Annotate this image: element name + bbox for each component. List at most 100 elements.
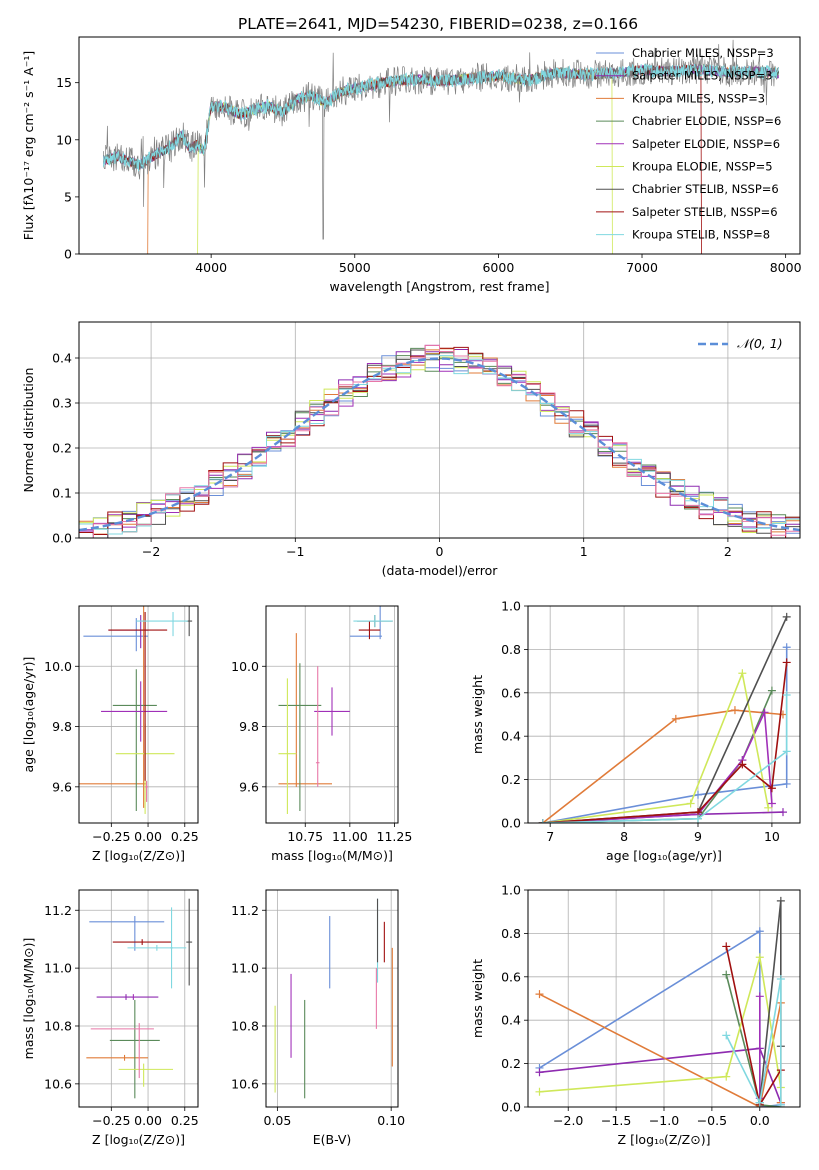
mass-weight-marker-kroupa_elodie <box>686 799 695 808</box>
mass-weight-marker-chabrier_miles <box>755 927 764 936</box>
error-point-chabrier_elodie <box>112 669 157 811</box>
x-tick-label: 0 <box>436 544 444 559</box>
x-tick-label: 0.25 <box>171 829 199 844</box>
y-tick-label: 10.6 <box>231 1076 259 1091</box>
x-tick-label: −2.0 <box>553 1113 583 1128</box>
observed-spectrum <box>103 39 779 240</box>
mass-weight-marker-salpeter_stelib <box>722 942 731 951</box>
mass-weight-marker-salpeter_elodie <box>755 992 764 1001</box>
mass-weight-marker-salpeter_stelib <box>738 760 747 769</box>
mass-weight-marker-chabrier_stelib <box>782 612 791 621</box>
plot-area <box>102 39 779 254</box>
y-tick-label: 0.2 <box>52 441 72 456</box>
x-axis-label: Z [log₁₀(Z/Z⊙)] <box>92 848 185 863</box>
legend: 𝒩(0, 1) <box>698 336 783 351</box>
x-tick-label: 10.75 <box>287 829 323 844</box>
y-tick-label: 9.8 <box>52 719 72 734</box>
x-axis-label: E(B-V) <box>313 1132 352 1147</box>
error-point-salpeter_miles <box>108 615 149 649</box>
y-tick-label: 10.0 <box>231 659 259 674</box>
mass-weight-line-kroupa_elodie <box>542 670 769 823</box>
plot-area <box>79 890 198 1107</box>
chart-panel-7: 0.05 0.10 10.6 10.8 11.0 11.2 E(B-V) <box>231 889 405 1147</box>
x-tick-label: 0.00 <box>134 829 162 844</box>
y-tick-label: 0.0 <box>501 1100 521 1115</box>
y-tick-label: 5 <box>64 189 72 204</box>
error-point-salpeter_elodie <box>131 994 135 1000</box>
plot-area <box>79 322 800 538</box>
mass-weight-line-chabrier_miles <box>539 929 781 1107</box>
mass-weight-marker-kroupa_stelib <box>755 1098 764 1107</box>
mass-weight-marker-kroupa_stelib <box>782 747 791 756</box>
x-tick-label: −0.25 <box>92 1113 130 1128</box>
mass-weight-marker-kroupa_elodie <box>764 803 773 812</box>
x-axis-label: Z [log₁₀(Z/Z⊙)] <box>92 1132 185 1147</box>
error-point-kroupa_miles <box>86 1054 149 1061</box>
y-tick-label: 11.0 <box>44 961 72 976</box>
y-tick-label: 11.2 <box>44 903 72 918</box>
error-point-salpeter_stelib <box>108 612 168 781</box>
error-point-chabrier_miles <box>83 618 149 652</box>
x-tick-label: 0.0 <box>750 1113 770 1128</box>
x-tick-label: 7000 <box>626 260 658 275</box>
chart-panel-5: 7 8 9 10 0.0 0.2 0.4 0.6 0.8 1.0 age [log₁₀(age/yr… <box>470 599 801 863</box>
mass-weight-marker-chabrier_miles <box>782 643 791 652</box>
x-tick-label: −0.25 <box>92 829 130 844</box>
y-tick-label: 0.6 <box>501 685 521 700</box>
error-point-chabrier_stelib <box>186 898 193 986</box>
axes-frame <box>78 36 801 255</box>
mass-weight-marker-chabrier_elodie <box>767 686 776 695</box>
plot-area <box>266 606 398 823</box>
y-tick-label: 0.4 <box>501 1013 521 1028</box>
error-point-chabrier_miles <box>349 606 382 640</box>
mass-weight-marker-chabrier_elodie <box>722 970 731 979</box>
error-point-kroupa_stelib <box>127 944 187 951</box>
x-tick-label: 10 <box>764 829 780 844</box>
mass-weight-marker-kroupa_elodie <box>738 669 747 678</box>
mass-weight-marker-chabrier_miles <box>782 779 791 788</box>
x-tick-label: 0.10 <box>377 1113 405 1128</box>
axes-frame <box>78 889 199 1108</box>
x-tick-label: 8000 <box>770 260 802 275</box>
y-tick-label: 0.0 <box>501 816 521 831</box>
y-tick-label: 0.1 <box>52 486 72 501</box>
legend-entry: Kroupa MILES, NSSP=3 <box>632 91 765 105</box>
mass-weight-marker-kroupa_stelib <box>776 974 785 983</box>
error-point-kroupa_stelib <box>170 907 174 989</box>
y-tick-label: 0.2 <box>501 1056 521 1071</box>
y-tick-label: 0 <box>64 247 72 262</box>
y-tick-label: 10.6 <box>44 1076 72 1091</box>
axes-frame <box>78 605 199 824</box>
chart-panel-8: −2.0 −1.5 −1.0 −0.5 0.0 0.0 0.2 0.4 0.6 0.8 1.0 Z [… <box>470 883 801 1147</box>
mass-weight-marker-kroupa_stelib <box>538 819 547 823</box>
error-point-salpeter_elodie <box>101 681 168 742</box>
x-axis-label: age [log₁₀(age/yr)] <box>606 848 722 863</box>
mass-weight-line-kroupa_stelib <box>542 695 788 823</box>
mass-weight-marker-kroupa_stelib <box>782 690 791 699</box>
x-tick-label: 4000 <box>195 260 227 275</box>
y-tick-label: 11.0 <box>231 961 259 976</box>
error-point-kroupa_elodie <box>278 678 297 814</box>
normal-curve <box>79 357 800 532</box>
x-tick-label: −1 <box>286 544 304 559</box>
legend-entry: Salpeter MILES, NSSP=3 <box>632 69 773 83</box>
mass-weight-marker-salpeter_elodie <box>767 799 776 808</box>
mass-weight-marker-kroupa_stelib <box>694 814 702 823</box>
x-tick-label: 11.25 <box>377 829 413 844</box>
y-axis-label: mass weight <box>470 959 485 1038</box>
mass-weight-marker-kroupa_elodie <box>755 953 764 962</box>
error-point-kroupa_stelib <box>136 612 188 637</box>
error-point-salpeter_stelib <box>112 939 172 945</box>
y-axis-label: Flux [fλ10⁻¹⁷ erg cm⁻² s⁻¹ A⁻¹] <box>21 51 36 240</box>
mass-weight-marker-kroupa_stelib <box>776 1100 785 1107</box>
y-tick-label: 10.0 <box>44 659 72 674</box>
y-tick-label: 0.8 <box>501 642 521 657</box>
chart-panel-4: 10.75 11.00 11.25 9.6 9.8 10.0 mass [log₁₀(M/M… <box>231 605 413 863</box>
axes-frame <box>265 605 399 824</box>
mass-weight-marker-chabrier_miles <box>694 790 702 799</box>
legend-entry: Chabrier ELODIE, NSSP=6 <box>632 114 781 128</box>
legend-entry: Kroupa ELODIE, NSSP=5 <box>632 160 773 174</box>
y-tick-label: 10.8 <box>231 1018 259 1033</box>
mass-weight-marker-kroupa_elodie <box>535 1087 544 1096</box>
